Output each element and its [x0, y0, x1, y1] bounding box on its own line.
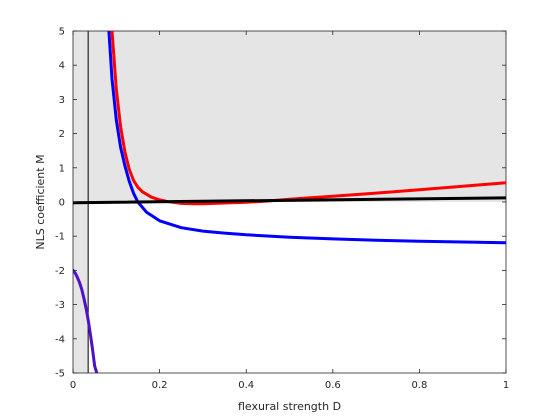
y-tick-label: 1 [59, 163, 65, 174]
series-line-3 [73, 196, 506, 205]
y-tick-label: -4 [55, 334, 65, 345]
series-line-1 [107, 31, 506, 245]
x-tick-label: 0.2 [152, 380, 168, 391]
y-tick-label: 0 [59, 198, 65, 209]
y-tick-label: -5 [55, 369, 65, 380]
plot-area: 0 0.2 0.4 0.6 0.8 1 -5 -4 -3 -2 -1 0 1 2 3 4 5 [55, 27, 509, 392]
y-tick-label: -2 [55, 266, 65, 277]
y-axis-label: NLS coefficient M [34, 154, 47, 249]
y-tick-label: 4 [59, 61, 65, 72]
y-tick-label: -3 [55, 300, 65, 311]
y-tick-label: 5 [59, 27, 65, 38]
x-tick-label: 0 [70, 380, 76, 391]
x-tick-label: 0.4 [238, 380, 254, 391]
y-tick-label: 3 [59, 95, 65, 106]
x-axis-label: flexural strength D [238, 400, 341, 413]
y-tick-label: -1 [55, 232, 65, 243]
shaded-region-1 [88, 31, 506, 202]
x-tick-label: 1 [503, 380, 509, 391]
x-tick-label: 0.8 [411, 380, 427, 391]
x-tick-label: 0.6 [325, 380, 341, 391]
series-line-0 [110, 31, 506, 206]
series-line-2 [73, 268, 99, 373]
y-tick-label: 2 [59, 129, 65, 140]
series-group [73, 31, 506, 373]
